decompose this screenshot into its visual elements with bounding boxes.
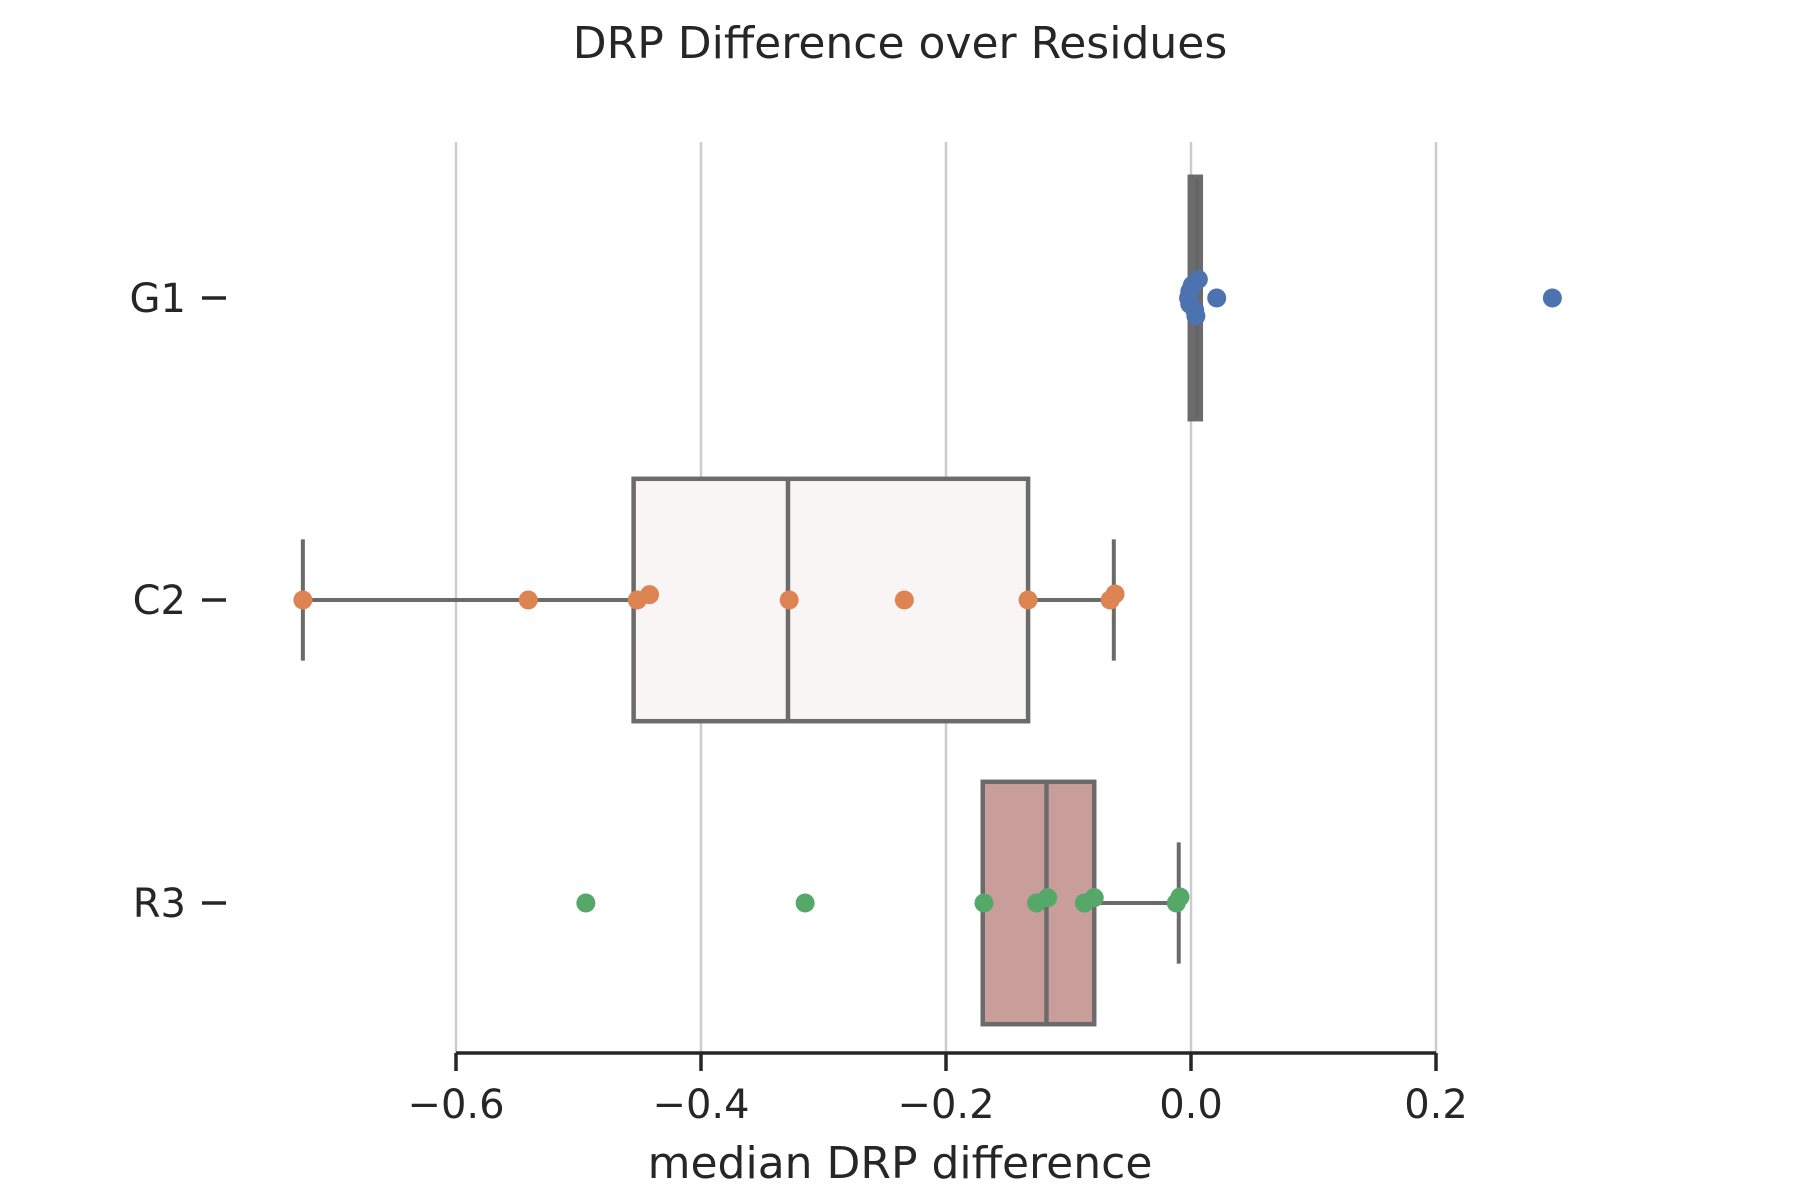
chart-title: DRP Difference over Residues (572, 18, 1228, 69)
data-point (1186, 306, 1206, 326)
data-point (1207, 288, 1227, 308)
data-point (1038, 888, 1058, 908)
data-point (518, 590, 538, 610)
box-C2 (631, 476, 1031, 724)
data-point (640, 585, 660, 605)
data-point (1018, 590, 1038, 610)
data-point (974, 893, 994, 913)
y-tick-label: G1 (130, 276, 186, 322)
x-tick-label: −0.6 (407, 1082, 504, 1128)
data-point (1084, 888, 1104, 908)
data-point (1170, 887, 1190, 907)
data-point (1105, 584, 1125, 604)
data-point (779, 590, 799, 610)
x-tick-label: −0.4 (652, 1082, 749, 1128)
x-tick-label: 0.2 (1404, 1082, 1468, 1128)
y-tick-label: R3 (133, 881, 186, 927)
x-tick-label: −0.2 (897, 1082, 994, 1128)
data-point (1542, 288, 1562, 308)
data-point (795, 893, 815, 913)
y-tick-label: C2 (133, 578, 186, 624)
data-point (894, 590, 914, 610)
x-axis-label: median DRP difference (647, 1138, 1153, 1189)
data-point (293, 590, 313, 610)
x-tick-label: 0.0 (1159, 1082, 1223, 1128)
data-point (576, 893, 596, 913)
